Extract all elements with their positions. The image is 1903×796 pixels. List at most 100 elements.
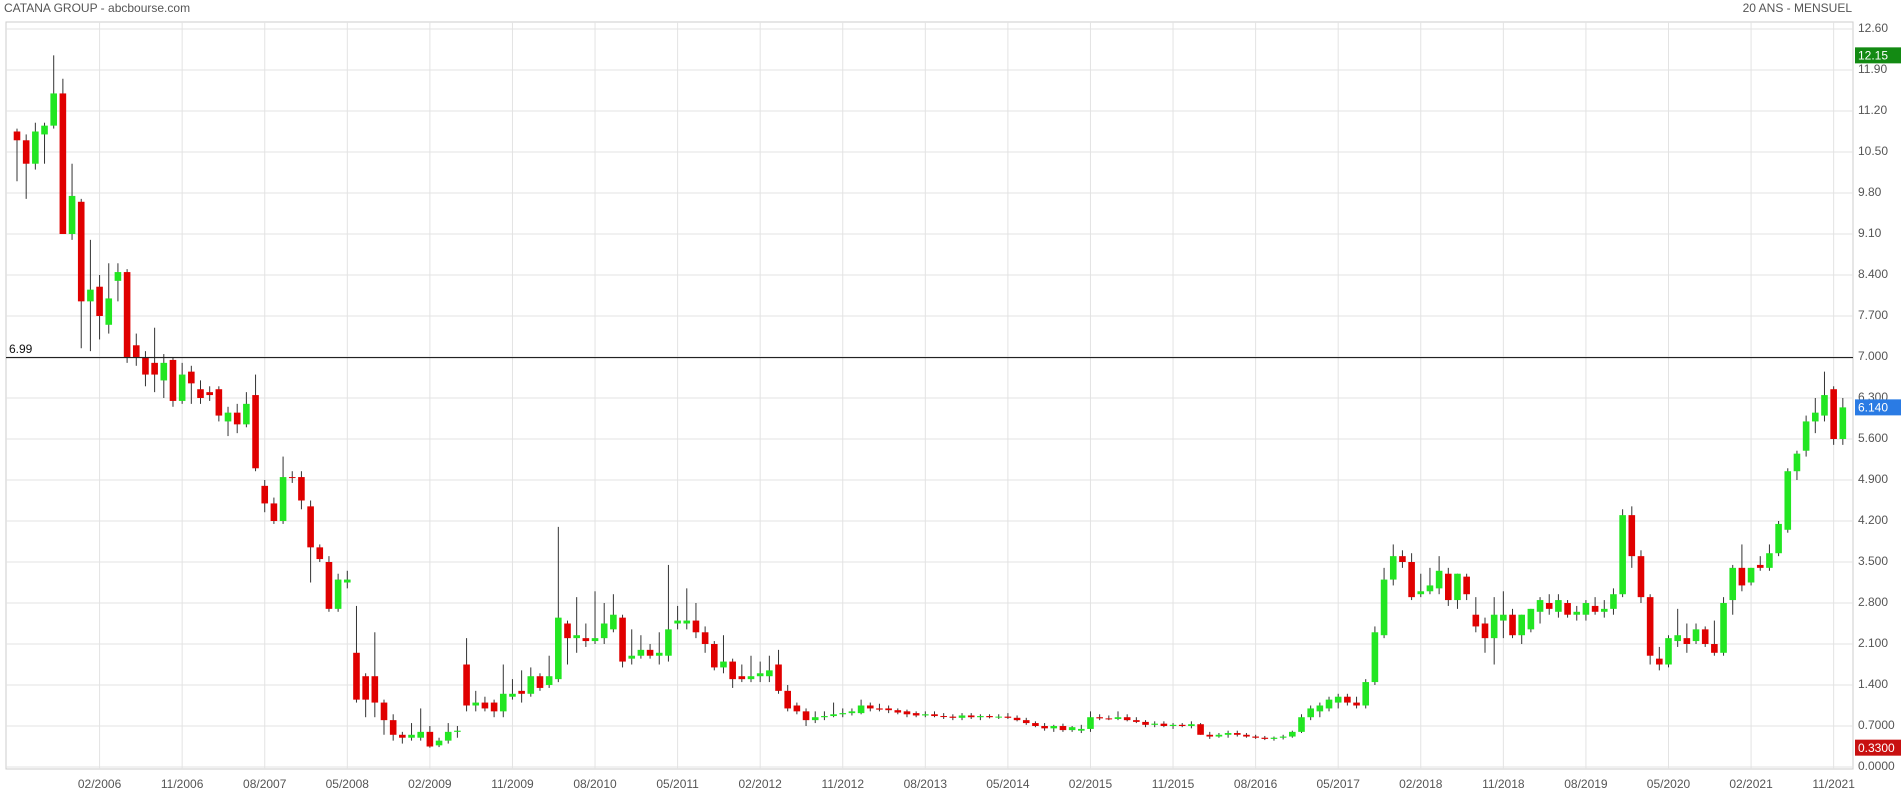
candle-body <box>499 693 507 712</box>
candle-body <box>967 715 975 718</box>
chart-subtitle: 20 ANS - MENSUEL <box>1743 1 1853 15</box>
x-tick-label: 08/2010 <box>573 777 617 791</box>
candle-body <box>545 676 553 685</box>
candle-body <box>1481 623 1489 639</box>
candle-body <box>399 734 406 738</box>
candle-body <box>637 649 645 656</box>
candle-body <box>518 690 525 694</box>
candle-body <box>22 140 30 164</box>
candle-body <box>334 579 342 609</box>
candle-body <box>949 716 957 718</box>
candle-body <box>344 579 351 583</box>
candle-body <box>1233 733 1241 735</box>
y-tick-label: 9.10 <box>1858 226 1882 240</box>
candle-body <box>986 716 993 718</box>
candle-body <box>1619 515 1626 595</box>
candle-body <box>756 673 764 677</box>
candle-body <box>885 708 892 711</box>
y-tick-label: 2.100 <box>1858 636 1888 650</box>
candle-body <box>279 477 287 521</box>
candle-body <box>830 714 837 717</box>
y-tick-label: 7.700 <box>1858 308 1888 322</box>
x-tick-label: 02/2021 <box>1729 777 1773 791</box>
candle-body <box>1344 696 1351 703</box>
x-tick-label: 08/2019 <box>1564 777 1608 791</box>
candle-body <box>1353 702 1360 706</box>
candle-body <box>1408 562 1415 598</box>
candle-body <box>1518 614 1525 636</box>
candle-body <box>50 93 57 126</box>
reference-label: 6.99 <box>9 342 33 356</box>
x-tick-label: 02/2006 <box>78 777 122 791</box>
candle-body <box>1004 716 1012 718</box>
candle-body <box>1298 717 1305 732</box>
candle-body <box>738 676 746 680</box>
x-tick-label: 11/2012 <box>822 777 865 791</box>
candle-body <box>1775 523 1782 554</box>
candle-body <box>591 638 599 642</box>
candle-body <box>729 661 736 680</box>
candle-body <box>243 403 250 425</box>
candle-body <box>509 693 516 697</box>
candle-body <box>1573 611 1581 615</box>
candle-body <box>77 201 85 302</box>
candle-body <box>1380 579 1388 636</box>
candle-body <box>839 713 847 715</box>
y-tick-label: 7.000 <box>1858 349 1888 363</box>
candle-body <box>1766 553 1773 568</box>
x-tick-label: 02/2009 <box>408 777 452 791</box>
price-tag-label: 12.15 <box>1858 49 1888 63</box>
y-tick-label: 5.600 <box>1858 431 1888 445</box>
candle-body <box>1041 726 1048 729</box>
price-tag <box>1855 399 1901 416</box>
plot-frame <box>5 21 1854 770</box>
candle-body <box>1032 723 1039 726</box>
candle-body <box>371 676 379 703</box>
candle-body <box>1720 603 1727 653</box>
candle-body <box>224 412 232 422</box>
candle-body <box>536 676 544 688</box>
candle-body <box>940 716 947 718</box>
candle-body <box>1316 705 1324 712</box>
candle-body <box>426 731 434 747</box>
candle-body <box>1013 717 1021 721</box>
x-tick-label: 05/2020 <box>1647 777 1691 791</box>
candle-body <box>1711 644 1718 653</box>
candle-body <box>600 623 608 639</box>
y-tick-label: 1.400 <box>1858 677 1888 691</box>
y-tick-label: 2.800 <box>1858 595 1888 609</box>
candle-body <box>1371 632 1379 683</box>
candle-body <box>1802 421 1810 451</box>
candle-body <box>1188 724 1195 726</box>
x-tick-label: 05/2011 <box>656 777 699 791</box>
candle-body <box>288 477 296 479</box>
candle-body <box>1215 734 1223 737</box>
candle-body <box>233 412 241 425</box>
candle-body <box>582 638 590 642</box>
x-tick-label: 11/2021 <box>1812 777 1855 791</box>
candle-body <box>1500 614 1507 621</box>
candle-body <box>766 670 773 677</box>
candle-body <box>1637 556 1645 598</box>
candle-body <box>463 664 470 706</box>
candle-body <box>142 357 149 375</box>
candle-body <box>481 702 489 709</box>
candle-body <box>977 716 984 718</box>
candle-body <box>747 676 755 680</box>
candle-body <box>1646 597 1654 656</box>
candle-body <box>784 690 791 709</box>
x-tick-label: 02/2018 <box>1399 777 1443 791</box>
candle-body <box>454 730 461 732</box>
candle-body <box>408 734 415 738</box>
candle-body <box>1068 727 1076 731</box>
candle-body <box>1665 638 1672 665</box>
candle-body <box>1096 717 1103 719</box>
x-tick-label: 05/2017 <box>1317 777 1361 791</box>
x-tick-label: 08/2013 <box>904 777 948 791</box>
y-tick-label: 3.500 <box>1858 554 1888 568</box>
candle-body <box>1821 395 1828 416</box>
candle-body <box>1536 600 1544 612</box>
candle-body <box>912 713 920 716</box>
candle-body <box>1270 737 1278 739</box>
